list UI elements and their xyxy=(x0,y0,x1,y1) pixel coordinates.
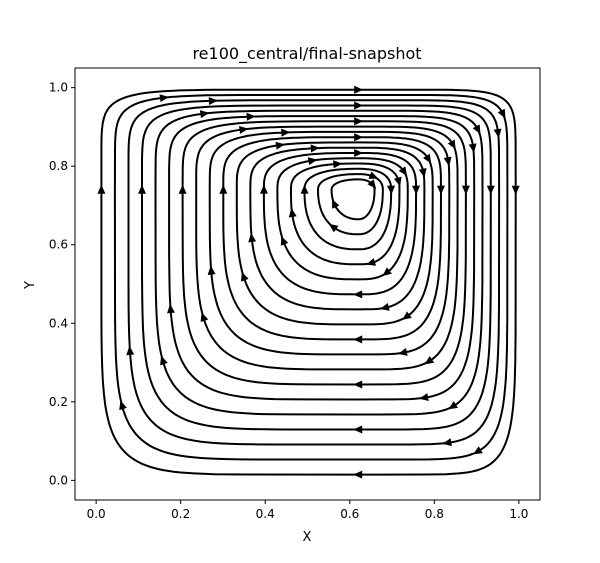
flow-arrow xyxy=(393,176,402,187)
flow-arrow xyxy=(493,128,502,139)
flow-arrow xyxy=(424,356,435,365)
flow-arrow xyxy=(379,303,390,311)
flow-arrow xyxy=(332,198,340,209)
flow-arrow xyxy=(353,290,363,299)
flow-arrow xyxy=(511,185,520,195)
y-tick-label: 1.0 xyxy=(49,81,68,95)
flow-arrow xyxy=(246,112,256,121)
flow-arrow xyxy=(97,184,106,194)
flow-arrow xyxy=(159,94,169,103)
flow-arrow xyxy=(382,267,392,277)
flow-arrow xyxy=(275,141,285,150)
x-tick-label: 0.2 xyxy=(171,507,190,521)
flow-arrow xyxy=(353,335,363,344)
flow-arrow xyxy=(119,400,127,411)
flow-arrow xyxy=(199,110,210,119)
flow-arrow xyxy=(436,185,445,195)
y-tick-label: 0.2 xyxy=(49,395,68,409)
streamline xyxy=(330,178,376,221)
y-axis-label: Y xyxy=(23,281,38,290)
flow-arrow xyxy=(241,271,249,282)
flow-arrow xyxy=(398,348,408,356)
flow-arrow xyxy=(354,101,364,110)
flow-arrow xyxy=(353,470,363,479)
flow-arrow xyxy=(178,184,187,194)
flow-arrow xyxy=(447,139,456,150)
flow-arrow xyxy=(238,126,249,134)
x-axis-label: X xyxy=(303,530,312,545)
flow-arrow xyxy=(412,185,421,195)
flow-arrow xyxy=(418,168,427,178)
flow-arrow xyxy=(300,184,309,194)
chart-title: re100_central/final-snapshot xyxy=(192,44,421,64)
flow-arrow xyxy=(468,143,477,153)
y-tick-label: 0.4 xyxy=(49,316,68,330)
flow-arrow xyxy=(442,438,452,447)
x-tick-label: 0.0 xyxy=(87,507,106,521)
streamlines xyxy=(100,88,517,476)
flow-arrow xyxy=(208,96,218,105)
flow-arrow xyxy=(126,345,135,356)
flow-arrow xyxy=(419,393,429,402)
y-axis: 0.0 0.2 0.4 0.6 0.8 1.0 xyxy=(49,81,75,487)
flow-arrow xyxy=(402,311,412,320)
streamline xyxy=(195,125,459,371)
streamline xyxy=(168,115,476,401)
flow-arrow xyxy=(160,355,168,366)
streamline xyxy=(290,162,401,266)
flow-arrow xyxy=(448,401,459,410)
flow-arrow xyxy=(353,425,363,434)
flow-arrow xyxy=(307,157,318,166)
flow-arrow xyxy=(281,128,291,137)
x-tick-label: 0.8 xyxy=(425,507,444,521)
flow-arrow xyxy=(367,179,377,189)
flow-arrow xyxy=(207,265,216,275)
plot-frame xyxy=(74,67,541,501)
y-tick-label: 0.0 xyxy=(49,473,68,487)
streamline xyxy=(235,141,434,326)
flow-arrow xyxy=(280,235,289,246)
flow-arrow xyxy=(354,149,364,158)
x-tick-label: 0.4 xyxy=(256,507,275,521)
streamline xyxy=(208,130,451,356)
streamline xyxy=(113,94,509,461)
flow-arrow xyxy=(328,223,339,233)
flow-arrow xyxy=(368,171,379,179)
streamline xyxy=(262,152,418,296)
flow-arrow xyxy=(219,184,228,194)
flow-arrow xyxy=(422,153,432,164)
x-axis: 0.0 0.2 0.4 0.6 0.8 1.0 xyxy=(87,500,528,521)
flow-arrow xyxy=(497,108,506,119)
streamline xyxy=(100,88,517,476)
flow-arrow xyxy=(387,185,396,195)
x-tick-label: 0.6 xyxy=(340,507,359,521)
flow-arrow xyxy=(486,185,495,195)
flow-arrow xyxy=(354,117,364,126)
flow-arrow xyxy=(248,232,257,243)
flow-arrow xyxy=(259,184,268,194)
x-tick-label: 1.0 xyxy=(509,507,528,521)
flow-arrow xyxy=(333,160,343,169)
flow-arrow xyxy=(354,133,364,142)
flow-arrow xyxy=(366,258,377,266)
streamline xyxy=(249,146,426,311)
flow-arrow xyxy=(288,207,297,218)
flow-arrow xyxy=(473,446,483,455)
flow-arrow xyxy=(166,304,175,314)
y-tick-label: 0.8 xyxy=(49,159,68,173)
flow-arrow xyxy=(310,144,320,153)
flow-arrow xyxy=(353,380,363,389)
flow-arrow xyxy=(354,85,364,94)
flow-arrow xyxy=(443,156,452,167)
flow-arrow xyxy=(398,166,408,177)
flow-arrow xyxy=(472,124,481,135)
flow-arrow xyxy=(200,312,209,323)
y-tick-label: 0.6 xyxy=(49,238,68,252)
flow-arrow xyxy=(461,185,470,195)
streamline xyxy=(127,99,501,446)
streamline xyxy=(154,109,484,416)
stream-arrows xyxy=(97,85,520,479)
flow-arrow xyxy=(138,184,147,194)
